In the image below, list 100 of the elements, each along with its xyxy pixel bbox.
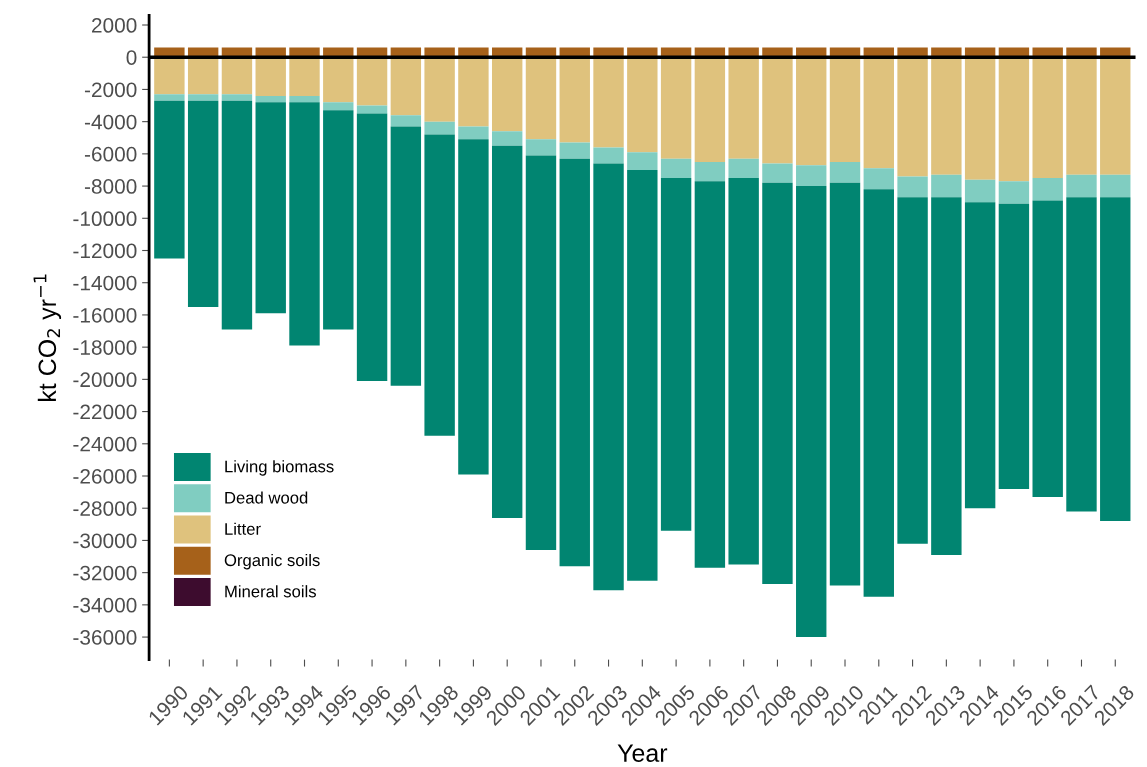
bar bbox=[863, 168, 894, 190]
bar bbox=[998, 181, 1030, 204]
bar bbox=[627, 169, 658, 581]
bar bbox=[998, 203, 1030, 489]
legend-label: Litter bbox=[225, 522, 261, 535]
y-tick-label: -36000 bbox=[73, 630, 137, 645]
bar bbox=[390, 115, 422, 127]
bar bbox=[829, 161, 861, 183]
bar bbox=[1066, 197, 1097, 512]
bar bbox=[525, 155, 557, 551]
bar bbox=[221, 94, 253, 101]
bar bbox=[863, 57, 894, 169]
bar bbox=[491, 145, 523, 518]
bar bbox=[1066, 57, 1097, 175]
bar bbox=[897, 57, 928, 177]
bar bbox=[593, 57, 624, 148]
y-tick-label: -30000 bbox=[73, 533, 137, 549]
bar bbox=[931, 57, 962, 175]
bar bbox=[356, 113, 388, 381]
bar bbox=[323, 102, 354, 111]
bar bbox=[964, 202, 996, 509]
bar bbox=[356, 105, 388, 114]
bar bbox=[1066, 174, 1097, 198]
bar bbox=[154, 94, 185, 101]
bar bbox=[458, 57, 489, 127]
bar bbox=[424, 121, 455, 135]
y-tick-label: 2000 bbox=[92, 18, 137, 33]
bar bbox=[255, 102, 286, 314]
bar bbox=[1032, 57, 1063, 179]
y-tick-label: -2000 bbox=[84, 82, 137, 98]
bar bbox=[593, 147, 624, 164]
bar bbox=[323, 110, 354, 330]
bar bbox=[694, 181, 726, 568]
x-axis-title: Year bbox=[617, 744, 668, 762]
bar bbox=[559, 57, 590, 143]
y-tick-label: -4000 bbox=[84, 114, 137, 130]
y-tick-label: -12000 bbox=[73, 243, 137, 259]
bar bbox=[931, 174, 962, 198]
y-tick-label: -28000 bbox=[73, 501, 137, 516]
bar bbox=[458, 126, 489, 140]
bar bbox=[1100, 57, 1131, 175]
y-tick-label: -8000 bbox=[84, 179, 137, 194]
y-tick-label: -34000 bbox=[73, 597, 137, 613]
bar bbox=[931, 197, 962, 555]
bar bbox=[627, 57, 658, 153]
bar bbox=[829, 182, 861, 586]
bar bbox=[525, 57, 557, 140]
bar bbox=[829, 57, 861, 162]
bar bbox=[728, 158, 759, 179]
bar bbox=[559, 158, 590, 567]
bar bbox=[897, 197, 928, 544]
bar bbox=[154, 57, 185, 95]
bar bbox=[762, 182, 793, 584]
y-tick-label: -20000 bbox=[73, 372, 137, 388]
bar bbox=[897, 176, 928, 198]
bar bbox=[694, 161, 726, 182]
y-tick-label: -10000 bbox=[73, 211, 137, 227]
bar bbox=[728, 57, 759, 159]
bar bbox=[390, 57, 422, 116]
bar bbox=[694, 57, 726, 162]
bar bbox=[1100, 174, 1131, 198]
legend-label: Dead wood bbox=[225, 491, 308, 504]
y-axis-title: kt CO$_{2}$ yr$^{−1}$ bbox=[33, 274, 62, 402]
bar bbox=[796, 165, 827, 187]
bar bbox=[627, 152, 658, 170]
bar bbox=[762, 57, 793, 164]
bar bbox=[964, 179, 996, 203]
y-tick-label: -22000 bbox=[73, 404, 137, 420]
bar bbox=[491, 131, 523, 146]
bar bbox=[660, 57, 692, 159]
bar bbox=[1032, 200, 1063, 497]
legend-label: Organic soils bbox=[224, 553, 320, 570]
y-tick-label: -32000 bbox=[73, 565, 137, 581]
y-tick-label: -16000 bbox=[73, 307, 137, 323]
bar bbox=[255, 57, 286, 96]
bar bbox=[221, 100, 253, 330]
bar bbox=[796, 57, 827, 166]
bar bbox=[424, 134, 455, 436]
bar bbox=[660, 158, 692, 179]
bar bbox=[154, 100, 185, 259]
y-tick-label: -14000 bbox=[73, 275, 137, 291]
bar bbox=[289, 57, 320, 96]
y-tick-label: -6000 bbox=[84, 146, 137, 162]
bar bbox=[796, 186, 827, 638]
bar bbox=[762, 163, 793, 183]
bar bbox=[424, 57, 455, 122]
bar bbox=[660, 178, 692, 531]
bar bbox=[1100, 197, 1131, 522]
bar bbox=[863, 189, 894, 597]
bar bbox=[559, 142, 590, 159]
bar bbox=[1032, 178, 1063, 201]
y-tick-label: -18000 bbox=[73, 340, 137, 355]
y-tick-label: -24000 bbox=[73, 436, 137, 452]
bar bbox=[491, 57, 523, 132]
bar bbox=[255, 95, 286, 103]
bar bbox=[728, 178, 759, 565]
bar bbox=[525, 139, 557, 156]
legend-label: Mineral soils bbox=[225, 585, 316, 598]
y-tick-label: -26000 bbox=[73, 469, 137, 484]
bar bbox=[187, 100, 219, 307]
